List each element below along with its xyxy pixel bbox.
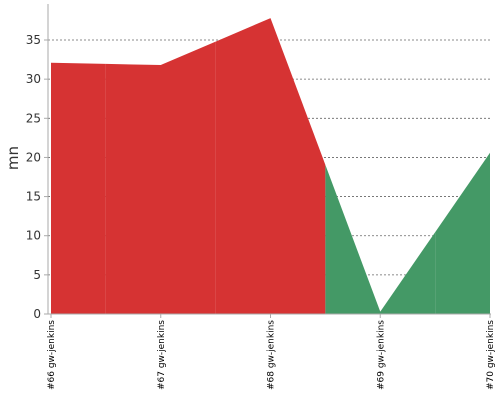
x-tick-label: #69 gw-jenkins xyxy=(376,320,386,390)
y-tick-label: 20 xyxy=(26,150,41,164)
y-tick-label: 30 xyxy=(26,72,41,86)
y-tick-label: 35 xyxy=(26,33,41,47)
area-segment xyxy=(215,18,326,314)
y-tick-label: 25 xyxy=(26,111,41,125)
x-tick-label: #67 gw-jenkins xyxy=(157,320,167,390)
area-segment xyxy=(105,41,216,315)
x-tick-label: #70 gw-jenkins xyxy=(486,320,496,390)
area-segment xyxy=(325,164,436,314)
x-tick-label: #66 gw-jenkins xyxy=(47,320,57,390)
y-axis-label: mn xyxy=(4,146,22,170)
y-tick-label: 15 xyxy=(26,190,41,204)
area-segment xyxy=(51,62,106,314)
x-tick-label: #68 gw-jenkins xyxy=(267,320,277,390)
area-segment xyxy=(435,152,490,314)
y-tick-label: 10 xyxy=(26,229,41,243)
y-tick-label: 5 xyxy=(33,268,41,282)
y-tick-label: 0 xyxy=(33,307,41,321)
